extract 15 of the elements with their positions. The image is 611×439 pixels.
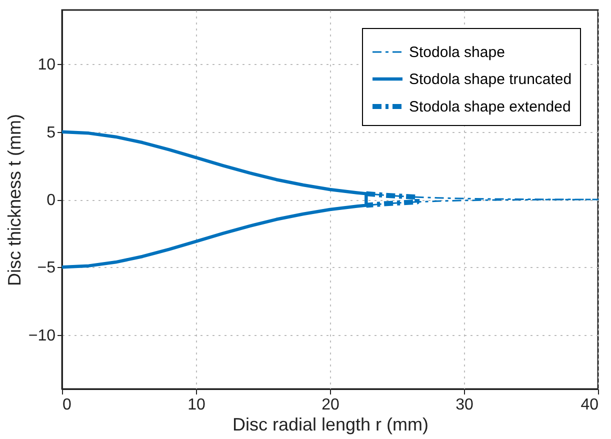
y-tick-label: 10 xyxy=(38,56,56,74)
legend-label: Stodola shape truncated xyxy=(409,71,572,88)
x-tick-label: 40 xyxy=(580,396,599,414)
x-tick-label: 20 xyxy=(322,396,340,414)
legend-label: Stodola shape extended xyxy=(409,98,571,116)
x-tick-label: 10 xyxy=(188,396,206,414)
y-axis-title: Disc thickness t (mm) xyxy=(4,114,24,286)
y-tick-label: 5 xyxy=(46,124,56,142)
y-tick-label: −10 xyxy=(28,327,56,344)
x-axis-title: Disc radial length r (mm) xyxy=(232,414,429,434)
x-tick-label: 30 xyxy=(456,396,474,414)
y-tick-label: −5 xyxy=(37,260,56,277)
y-tick-label: 0 xyxy=(46,192,56,209)
legend-label: Stodola shape xyxy=(409,44,505,61)
x-tick-label: 0 xyxy=(62,396,72,414)
